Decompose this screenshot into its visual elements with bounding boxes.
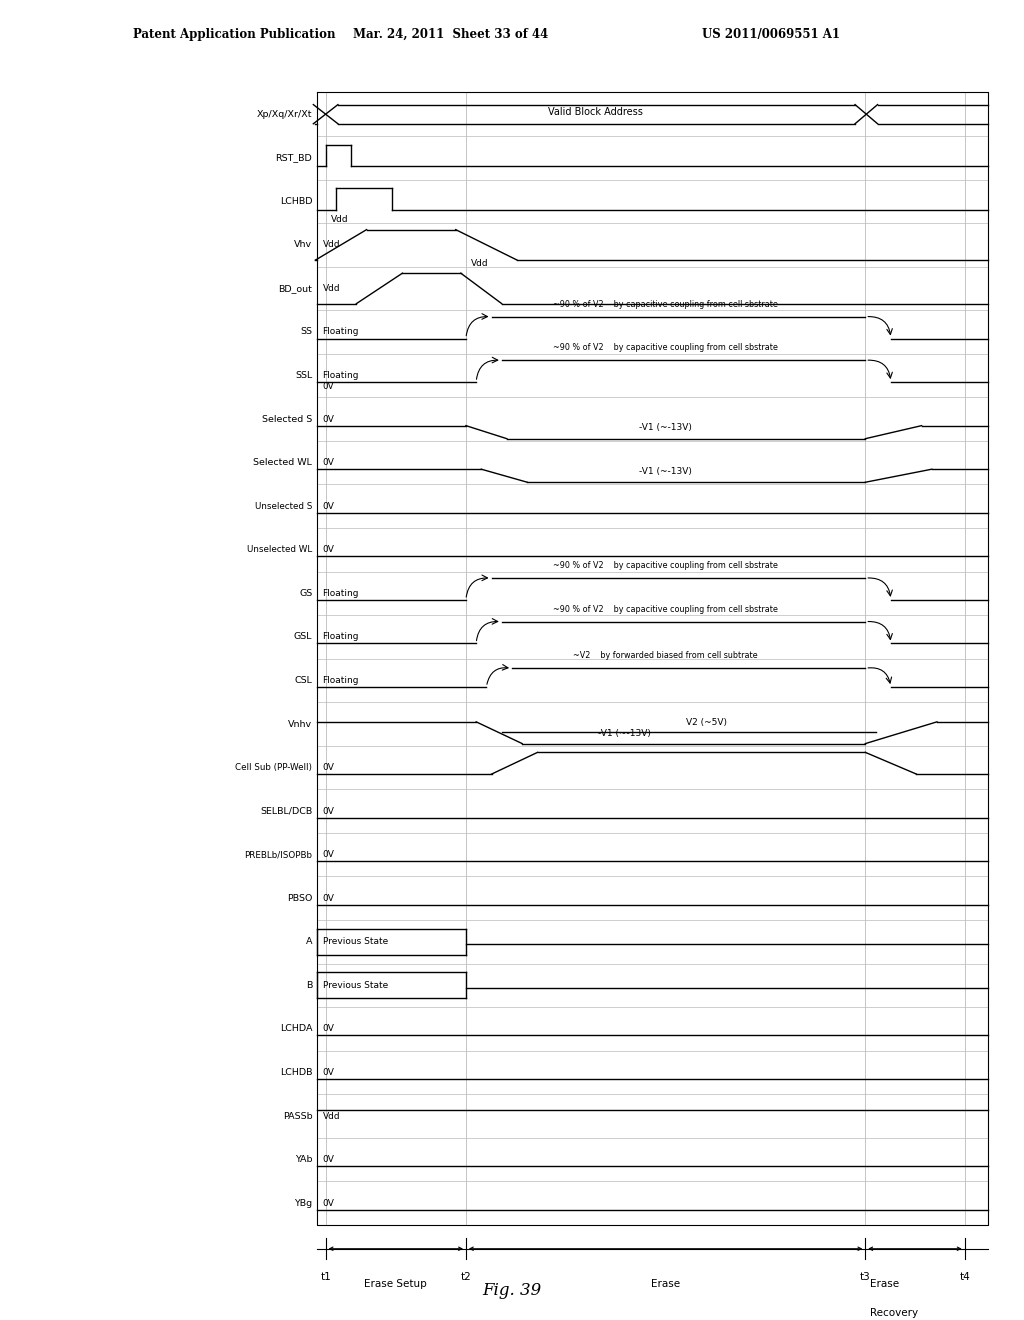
Text: -V1 (~-13V): -V1 (~-13V)	[639, 467, 692, 475]
Text: LCHBD: LCHBD	[280, 197, 312, 206]
Text: 0V: 0V	[323, 545, 335, 554]
Text: t2: t2	[461, 1272, 471, 1283]
Text: V2 (~5V): V2 (~5V)	[686, 718, 727, 726]
Text: ~90 % of V2    by capacitive coupling from cell sbstrate: ~90 % of V2 by capacitive coupling from …	[553, 300, 778, 309]
Text: Patent Application Publication: Patent Application Publication	[133, 28, 336, 41]
Text: RST_BD: RST_BD	[275, 153, 312, 162]
Text: GSL: GSL	[294, 632, 312, 642]
Text: SS: SS	[300, 327, 312, 337]
Text: Vdd: Vdd	[323, 240, 340, 249]
Text: SELBL/DCB: SELBL/DCB	[260, 807, 312, 816]
Text: Floating: Floating	[323, 327, 359, 337]
Text: 0V: 0V	[323, 502, 335, 511]
Text: Unselected WL: Unselected WL	[247, 545, 312, 554]
Text: 0V: 0V	[323, 894, 335, 903]
Text: PREBLb/ISOPBb: PREBLb/ISOPBb	[245, 850, 312, 859]
Text: CSL: CSL	[295, 676, 312, 685]
Text: 0V: 0V	[323, 458, 335, 467]
Text: 0V: 0V	[323, 414, 335, 424]
Text: 0V: 0V	[323, 1024, 335, 1034]
Text: PASSb: PASSb	[283, 1111, 312, 1121]
Text: PBSO: PBSO	[287, 894, 312, 903]
Text: ~90 % of V2    by capacitive coupling from cell sbstrate: ~90 % of V2 by capacitive coupling from …	[553, 561, 778, 570]
Text: US 2011/0069551 A1: US 2011/0069551 A1	[701, 28, 840, 41]
Text: Vdd: Vdd	[331, 215, 348, 224]
Text: YAb: YAb	[295, 1155, 312, 1164]
Text: 0V: 0V	[323, 1155, 335, 1164]
Text: 0V: 0V	[323, 1068, 335, 1077]
Text: Floating: Floating	[323, 632, 359, 642]
Text: LCHDA: LCHDA	[280, 1024, 312, 1034]
Text: Vnhv: Vnhv	[288, 719, 312, 729]
Text: ~90 % of V2    by capacitive coupling from cell sbstrate: ~90 % of V2 by capacitive coupling from …	[553, 343, 778, 352]
Text: Valid Block Address: Valid Block Address	[548, 107, 643, 117]
Text: Mar. 24, 2011  Sheet 33 of 44: Mar. 24, 2011 Sheet 33 of 44	[353, 28, 548, 41]
Text: t3: t3	[860, 1272, 870, 1283]
Text: A: A	[306, 937, 312, 946]
Text: 0V: 0V	[323, 763, 335, 772]
Text: ~V2    by forwarded biased from cell subtrate: ~V2 by forwarded biased from cell subtra…	[573, 651, 758, 660]
Text: Floating: Floating	[323, 371, 359, 380]
Text: t4: t4	[959, 1272, 970, 1283]
Text: Erase: Erase	[870, 1279, 899, 1290]
Text: Erase: Erase	[651, 1279, 680, 1290]
Text: Previous State: Previous State	[323, 937, 388, 946]
Text: ~90 % of V2    by capacitive coupling from cell sbstrate: ~90 % of V2 by capacitive coupling from …	[553, 605, 778, 614]
Text: Previous State: Previous State	[323, 981, 388, 990]
Text: Fig. 39: Fig. 39	[482, 1283, 542, 1299]
Text: Floating: Floating	[323, 676, 359, 685]
Text: YBg: YBg	[294, 1199, 312, 1208]
Text: Selected WL: Selected WL	[254, 458, 312, 467]
Text: t1: t1	[321, 1272, 331, 1283]
Text: Vdd: Vdd	[323, 1111, 340, 1121]
Text: Vhv: Vhv	[294, 240, 312, 249]
Text: -V1 (~-13V): -V1 (~-13V)	[598, 730, 651, 738]
Text: Cell Sub (PP-Well): Cell Sub (PP-Well)	[236, 763, 312, 772]
Text: Xp/Xq/Xr/Xt: Xp/Xq/Xr/Xt	[257, 110, 312, 119]
Text: 0V: 0V	[323, 1199, 335, 1208]
Text: LCHDB: LCHDB	[280, 1068, 312, 1077]
Text: Unselected S: Unselected S	[255, 502, 312, 511]
Text: GS: GS	[299, 589, 312, 598]
Text: SSL: SSL	[295, 371, 312, 380]
Text: Recovery: Recovery	[870, 1308, 919, 1319]
Text: Floating: Floating	[323, 589, 359, 598]
Text: B: B	[306, 981, 312, 990]
Text: 0V: 0V	[323, 850, 335, 859]
Text: 0V: 0V	[323, 381, 334, 391]
Text: 0V: 0V	[323, 807, 335, 816]
Text: -V1 (~-13V): -V1 (~-13V)	[639, 424, 692, 432]
Text: Vdd: Vdd	[471, 259, 488, 268]
Text: BD_out: BD_out	[279, 284, 312, 293]
Text: Erase Setup: Erase Setup	[365, 1279, 427, 1290]
Text: Selected S: Selected S	[262, 414, 312, 424]
Text: Vdd: Vdd	[323, 284, 340, 293]
